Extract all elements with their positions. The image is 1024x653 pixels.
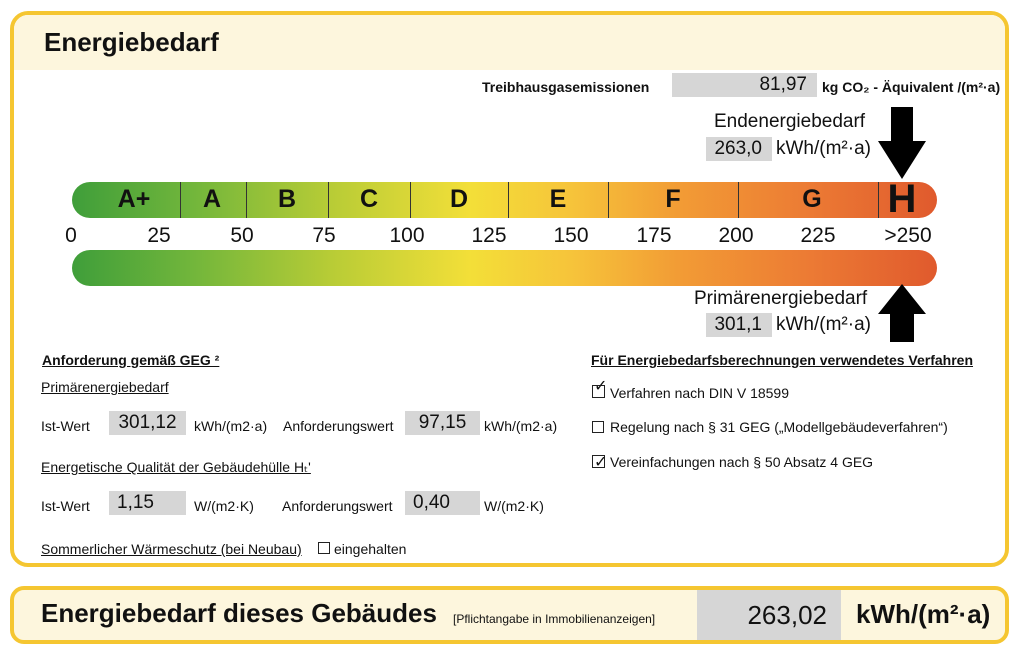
- scale-tick: 100: [389, 224, 425, 247]
- emissions-value: 81,97: [672, 73, 817, 97]
- method-item-model: Regelung nach § 31 GEG („Modellgebäudeve…: [610, 419, 948, 435]
- scale-tick: 125: [471, 224, 507, 247]
- summary-unit: kWh/(m²·a): [856, 599, 991, 629]
- primary-anf-unit: kWh/(m2·a): [484, 418, 558, 434]
- method-checkbox-din[interactable]: ✓: [592, 378, 608, 398]
- checkmark-icon: ✓: [594, 454, 608, 471]
- method-checkbox-model[interactable]: [592, 421, 604, 433]
- class-label: A+: [117, 185, 151, 213]
- scale-tick: 50: [230, 224, 254, 247]
- methods-heading: Für Energiebedarfsberechnungen verwendet…: [591, 352, 974, 368]
- class-label: E: [549, 185, 567, 213]
- scale-tick: 225: [800, 224, 836, 247]
- summary-note: [Pflichtangabe in Immobilienanzeigen]: [453, 612, 656, 626]
- scale-tick: >250: [884, 224, 932, 247]
- scale-tick: 75: [312, 224, 336, 247]
- emissions-unit: kg CO₂ - Äquivalent /(m²·a): [822, 79, 1001, 95]
- envelope-anf-value: 0,40: [405, 491, 480, 515]
- scale-tick: 0: [65, 224, 77, 247]
- primary-energy-unit: kWh/(m²·a): [776, 314, 871, 335]
- summer-protection-heading: Sommerlicher Wärmeschutz (bei Neubau): [41, 541, 302, 557]
- summary-title: Energiebedarf dieses Gebäudes: [41, 598, 437, 628]
- class-label: D: [449, 185, 469, 213]
- envelope-ist-value: 1,15: [109, 491, 186, 515]
- envelope-anf-unit: W/(m2·K): [484, 498, 544, 514]
- primary-energy-value: 301,1: [706, 313, 772, 337]
- active-class-label: H: [887, 177, 917, 221]
- envelope-heading: Energetische Qualität der Gebäudehülle H…: [41, 459, 311, 475]
- energy-scale-bar: [72, 182, 937, 218]
- summary-value: 263,02: [697, 590, 841, 640]
- primary-anf-label: Anforderungswert: [283, 418, 394, 434]
- summer-checkbox[interactable]: [318, 542, 330, 554]
- method-item-din: Verfahren nach DIN V 18599: [610, 385, 790, 401]
- card-header: [14, 15, 1005, 70]
- end-energy-unit: kWh/(m²·a): [776, 138, 871, 159]
- class-label: G: [802, 185, 822, 213]
- class-label: B: [277, 185, 297, 213]
- scale-tick: 150: [553, 224, 589, 247]
- class-label: C: [359, 185, 379, 213]
- summer-status: eingehalten: [334, 541, 407, 557]
- primary-energy-label: Primärenergiebedarf: [694, 288, 868, 309]
- method-item-simplified: Vereinfachungen nach § 50 Absatz 4 GEG: [610, 454, 874, 470]
- primary-ist-value: 301,12: [109, 411, 186, 435]
- arrow-up-icon: [878, 284, 926, 342]
- end-energy-label: Endenergiebedarf: [714, 111, 866, 132]
- arrow-down-icon: [878, 107, 926, 179]
- end-energy-value: 263,0: [706, 137, 772, 161]
- primary-ist-label: Ist-Wert: [41, 418, 90, 434]
- class-label: F: [665, 185, 681, 213]
- requirements-heading: Anforderung gemäß GEG ²: [42, 352, 220, 368]
- scale-tick: 25: [147, 224, 171, 247]
- energy-card: Energiebedarf Treibhausgasemissionen 81,…: [10, 11, 1009, 567]
- checkmark-icon: ✓: [594, 378, 608, 395]
- emissions-label: Treibhausgasemissionen: [482, 79, 650, 95]
- primary-anf-value: 97,15: [405, 411, 480, 435]
- envelope-ist-unit: W/(m2·K): [194, 498, 254, 514]
- scale-tick: 175: [636, 224, 672, 247]
- envelope-ist-label: Ist-Wert: [41, 498, 90, 514]
- primary-ist-unit: kWh/(m2·a): [194, 418, 268, 434]
- card-title: Energiebedarf: [44, 27, 219, 57]
- envelope-anf-label: Anforderungswert: [282, 498, 393, 514]
- method-checkbox-simplified[interactable]: ✓: [592, 454, 607, 471]
- scale-tick: 200: [718, 224, 754, 247]
- class-label: A: [202, 185, 222, 213]
- summary-bar: Energiebedarf dieses Gebäudes [Pflichtan…: [10, 586, 1009, 644]
- primary-scale-bar: [72, 250, 937, 286]
- primary-requirement-heading: Primärenergiebedarf: [41, 379, 169, 395]
